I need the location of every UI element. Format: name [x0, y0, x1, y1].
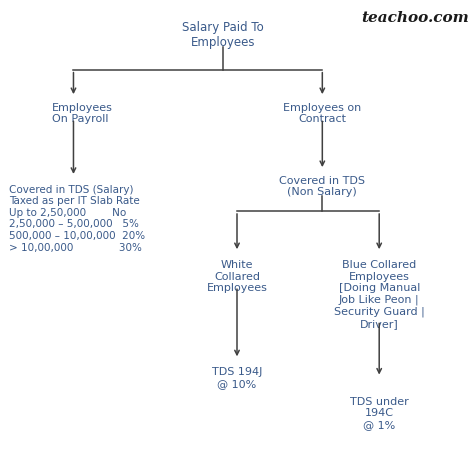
Text: Employees
On Payroll: Employees On Payroll — [52, 102, 113, 124]
Text: Salary Paid To
Employees: Salary Paid To Employees — [182, 20, 264, 48]
Text: teachoo.com: teachoo.com — [362, 11, 469, 25]
Text: Employees on
Contract: Employees on Contract — [283, 102, 362, 124]
Text: Blue Collared
Employees
[Doing Manual
Job Like Peon |
Security Guard |
Driver]: Blue Collared Employees [Doing Manual Jo… — [334, 259, 425, 328]
Text: TDS under
194C
@ 1%: TDS under 194C @ 1% — [350, 396, 409, 429]
Text: White
Collared
Employees: White Collared Employees — [207, 259, 267, 293]
Text: Covered in TDS (Salary)
Taxed as per IT Slab Rate
Up to 2,50,000        No
2,50,: Covered in TDS (Salary) Taxed as per IT … — [9, 184, 146, 252]
Text: Covered in TDS
(Non Salary): Covered in TDS (Non Salary) — [279, 175, 365, 197]
Text: TDS 194J
@ 10%: TDS 194J @ 10% — [212, 366, 262, 388]
